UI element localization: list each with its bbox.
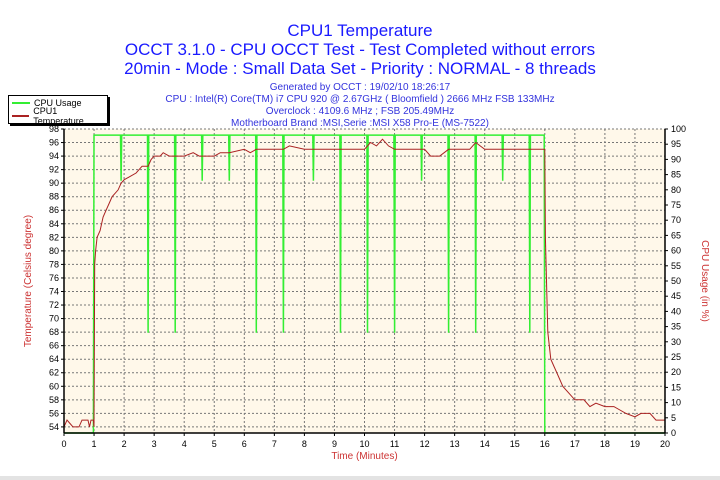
y2-tick-label: 75 xyxy=(671,200,681,210)
y2-tick-label: 80 xyxy=(671,185,681,195)
y-tick-label: 96 xyxy=(49,138,59,148)
x-tick-label: 13 xyxy=(450,439,460,449)
y-tick-label: 76 xyxy=(49,273,59,283)
x-tick-label: 16 xyxy=(540,439,550,449)
series-cpu-usage xyxy=(64,134,665,434)
y-tick-label: 90 xyxy=(49,178,59,188)
x-tick-label: 10 xyxy=(359,439,369,449)
x-tick-label: 4 xyxy=(182,439,187,449)
y-tick-label: 60 xyxy=(49,381,59,391)
y2-tick-label: 10 xyxy=(671,398,681,408)
chart-subtitle-mode: 20min - Mode : Small Data Set - Priority… xyxy=(124,59,596,78)
y2-tick-label: 65 xyxy=(671,230,681,240)
y2-tick-label: 60 xyxy=(671,246,681,256)
x-tick-label: 14 xyxy=(480,439,490,449)
y2-tick-label: 50 xyxy=(671,276,681,286)
y-tick-label: 68 xyxy=(49,327,59,337)
y-tick-label: 84 xyxy=(49,219,59,229)
motherboard-info: Motherboard Brand :MSI,Serie :MSI X58 Pr… xyxy=(231,118,489,129)
y-tick-label: 94 xyxy=(49,151,59,161)
x-tick-label: 17 xyxy=(570,439,580,449)
x-tick-label: 11 xyxy=(390,439,399,449)
x-tick-label: 3 xyxy=(152,439,157,449)
x-tick-label: 8 xyxy=(302,439,307,449)
y-tick-label: 88 xyxy=(49,192,59,202)
legend-label: CPU Usage xyxy=(34,97,82,108)
y-tick-label: 80 xyxy=(49,246,59,256)
y2-tick-label: 25 xyxy=(671,352,681,362)
legend-item-usage: CPU Usage xyxy=(9,96,107,109)
y-tick-label: 86 xyxy=(49,205,59,215)
x-axis-label: Time (Minutes) xyxy=(331,451,397,462)
y2-tick-label: 85 xyxy=(671,170,681,180)
y-tick-label: 82 xyxy=(49,232,59,242)
y-tick-label: 66 xyxy=(49,341,59,351)
y2-tick-label: 30 xyxy=(671,337,681,347)
y2-tick-label: 0 xyxy=(671,428,676,438)
y-tick-label: 64 xyxy=(49,354,59,364)
legend-item-temperature: CPU1 Temperature xyxy=(9,106,107,126)
y-tick-label: 74 xyxy=(49,286,59,296)
y2-axis-label: CPU Usage (in %) xyxy=(699,240,710,322)
y-tick-label: 72 xyxy=(49,300,59,310)
cpu-info: CPU : Intel(R) Core(TM) i7 CPU 920 @ 2.6… xyxy=(165,94,555,105)
y-tick-label: 54 xyxy=(49,422,59,432)
y2-tick-label: 5 xyxy=(671,413,676,423)
y2-tick-label: 70 xyxy=(671,215,681,225)
y-tick-label: 62 xyxy=(49,368,59,378)
x-tick-label: 9 xyxy=(332,439,337,449)
y2-tick-label: 40 xyxy=(671,306,681,316)
series-cpu1-temperature xyxy=(63,138,665,428)
generated-info: Generated by OCCT : 19/02/10 18:26:17 xyxy=(269,82,451,93)
y-tick-label: 56 xyxy=(49,408,59,418)
x-tick-label: 12 xyxy=(420,439,430,449)
x-tick-label: 18 xyxy=(600,439,610,449)
x-tick-label: 1 xyxy=(92,439,97,449)
legend-label: CPU1 Temperature xyxy=(33,105,84,126)
x-tick-label: 5 xyxy=(212,439,217,449)
y-tick-label: 78 xyxy=(49,259,59,269)
x-tick-label: 20 xyxy=(660,439,670,449)
overclock-info: Overclock : 4109.6 MHz ; FSB 205.49MHz xyxy=(265,106,455,117)
x-tick-label: 19 xyxy=(630,439,640,449)
x-tick-label: 15 xyxy=(510,439,520,449)
x-tick-label: 6 xyxy=(242,439,247,449)
legend-swatch-usage xyxy=(12,101,30,104)
y2-tick-label: 95 xyxy=(671,139,681,149)
y2-tick-label: 90 xyxy=(671,154,681,164)
y-tick-label: 70 xyxy=(49,314,59,324)
y-tick-label: 58 xyxy=(49,395,59,405)
chart-title: CPU1 Temperature xyxy=(287,21,433,40)
legend-swatch-temperature xyxy=(12,114,30,117)
y2-tick-label: 45 xyxy=(671,291,681,301)
y-tick-label: 92 xyxy=(49,165,59,175)
y2-tick-label: 20 xyxy=(671,367,681,377)
x-tick-label: 0 xyxy=(61,439,66,449)
x-tick-label: 7 xyxy=(272,439,277,449)
y2-tick-label: 15 xyxy=(671,382,681,392)
y-tick-label: 98 xyxy=(49,124,59,134)
y-axis-label: Temperature (Celsius degree) xyxy=(23,215,34,347)
y2-tick-label: 55 xyxy=(671,261,681,271)
chart-subtitle-test: OCCT 3.1.0 - CPU OCCT Test - Test Comple… xyxy=(124,40,596,59)
y2-tick-label: 100 xyxy=(671,124,686,134)
x-tick-label: 2 xyxy=(122,439,127,449)
y2-tick-label: 35 xyxy=(671,322,681,332)
bottom-border xyxy=(0,476,720,480)
legend: CPU Usage CPU1 Temperature xyxy=(8,95,108,126)
